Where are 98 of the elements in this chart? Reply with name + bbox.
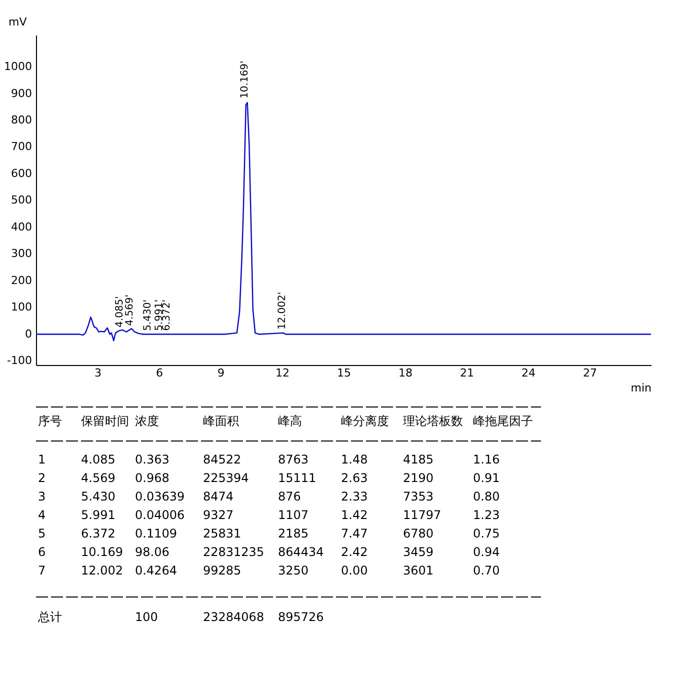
x-tick-label: 24 xyxy=(522,366,536,380)
text: 1 xyxy=(38,452,46,466)
text: 9327 xyxy=(203,508,234,522)
text: 11797 xyxy=(403,508,442,522)
text: 0.70 xyxy=(473,564,500,578)
text: 总计 xyxy=(37,610,62,624)
text: 3 xyxy=(38,490,46,504)
text: 2190 xyxy=(403,471,434,485)
x-tick-label: 9 xyxy=(218,366,224,380)
text: 保留时间 xyxy=(81,414,129,428)
y-tick-label: 200 xyxy=(11,274,32,287)
text: 8763 xyxy=(278,452,309,466)
text: 1107 xyxy=(278,508,309,522)
y-tick-label: 0 xyxy=(25,327,32,340)
text: 0.363 xyxy=(135,452,170,466)
text: 峰高 xyxy=(278,414,302,428)
text: 25831 xyxy=(203,526,242,540)
text: 23284068 xyxy=(203,610,264,624)
text: 1.48 xyxy=(341,452,368,466)
text: 864434 xyxy=(278,545,324,559)
text: 0.03639 xyxy=(135,490,185,504)
y-tick-label: 100 xyxy=(11,300,32,314)
text: 0.75 xyxy=(473,526,500,540)
text: 8474 xyxy=(203,490,234,504)
x-tick-label: 3 xyxy=(94,366,102,380)
text: 5 xyxy=(38,526,46,540)
text: 峰面积 xyxy=(203,414,239,428)
text: 3459 xyxy=(403,545,434,559)
text: 4 xyxy=(38,508,46,522)
text: 峰分离度 xyxy=(341,414,389,428)
y-axis-title: mV xyxy=(8,16,28,28)
text: 0.94 xyxy=(473,545,500,559)
text: 3601 xyxy=(403,564,434,578)
text: 876 xyxy=(278,490,301,504)
text: 6 xyxy=(38,545,46,559)
text: 7.47 xyxy=(341,526,368,540)
text: 4.085 xyxy=(81,452,116,466)
y-tick-label: 600 xyxy=(11,166,32,180)
y-tick-label: 700 xyxy=(11,140,32,154)
text: 98.06 xyxy=(135,545,170,559)
text: 1.23 xyxy=(473,508,500,522)
x-axis-title: min xyxy=(630,382,652,394)
text: 1.42 xyxy=(341,508,368,522)
y-tick-label: 900 xyxy=(11,86,32,100)
text: 峰拖尾因子 xyxy=(473,414,533,428)
text: 理论塔板数 xyxy=(403,414,463,428)
annotation: 5.430' xyxy=(142,300,154,331)
text: 2.63 xyxy=(341,471,368,485)
text: 2.33 xyxy=(341,490,368,504)
x-tick-label: 12 xyxy=(276,366,290,380)
text: 0.968 xyxy=(135,471,170,485)
annotation: 12.002' xyxy=(277,292,288,330)
annotation: 6.372' xyxy=(162,300,173,331)
text: 7353 xyxy=(403,490,434,504)
line-series xyxy=(35,102,652,342)
text: 4.569 xyxy=(81,471,116,485)
text: 12.002 xyxy=(81,564,123,578)
text: 1.16 xyxy=(473,452,500,466)
x-tick-label: 27 xyxy=(583,366,597,380)
text: 225394 xyxy=(203,471,249,485)
x-tick-label: 21 xyxy=(460,366,474,380)
text: 22831235 xyxy=(203,545,264,559)
y-tick-label: -100 xyxy=(7,354,32,367)
text: 0.00 xyxy=(341,564,368,578)
x-tick-label: 6 xyxy=(156,366,163,380)
text: 4185 xyxy=(403,452,434,466)
y-tick-label: 800 xyxy=(11,114,32,127)
y-tick-label: 400 xyxy=(11,220,32,234)
text: 2 xyxy=(38,471,46,485)
text: 0.80 xyxy=(473,490,500,504)
y-tick-label: 500 xyxy=(11,194,32,207)
text: 10.169 xyxy=(81,545,123,559)
y-tick-label: 300 xyxy=(11,247,32,260)
y-tick-label: 1000 xyxy=(4,60,32,74)
annotation: 10.169' xyxy=(239,60,250,98)
text: 浓度 xyxy=(135,414,159,428)
x-tick-label: 18 xyxy=(398,366,412,380)
text: 15111 xyxy=(278,471,316,485)
annotation: 4.569' xyxy=(124,294,136,326)
text: 99285 xyxy=(203,564,242,578)
text: 0.04006 xyxy=(135,508,185,522)
text: 6.372 xyxy=(81,526,116,540)
annotation: 4.085' xyxy=(114,296,126,328)
text: 84522 xyxy=(203,452,242,466)
x-tick-label: 15 xyxy=(337,366,351,380)
text: 100 xyxy=(135,610,158,624)
text: 895726 xyxy=(278,610,324,624)
text: 0.1109 xyxy=(135,526,177,540)
text: 0.91 xyxy=(473,471,500,485)
text: 6780 xyxy=(403,526,434,540)
text: 5.430 xyxy=(81,490,116,504)
text: 3250 xyxy=(278,564,309,578)
text: 5.991 xyxy=(81,508,116,522)
text: 0.4264 xyxy=(135,564,177,578)
text: 7 xyxy=(38,564,46,578)
text: 2.42 xyxy=(341,545,368,559)
text: 2185 xyxy=(278,526,309,540)
text: 序号 xyxy=(38,414,62,428)
